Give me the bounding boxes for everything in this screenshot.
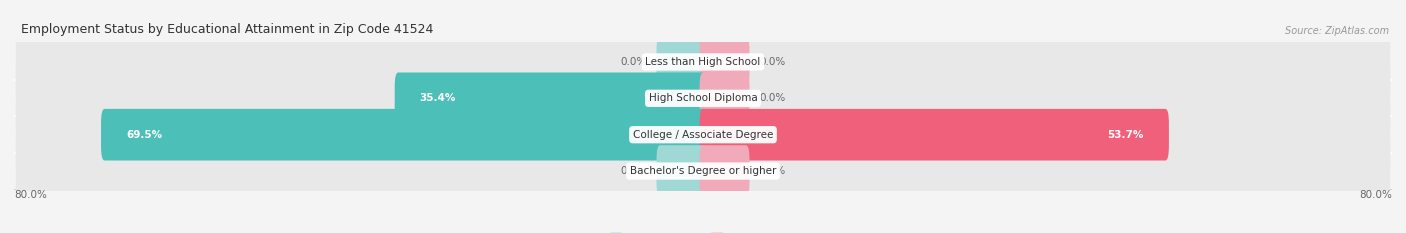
FancyBboxPatch shape: [15, 83, 1391, 186]
Text: College / Associate Degree: College / Associate Degree: [633, 130, 773, 140]
Text: 80.0%: 80.0%: [1360, 190, 1392, 200]
Text: 0.0%: 0.0%: [621, 166, 647, 176]
Text: Less than High School: Less than High School: [645, 57, 761, 67]
FancyBboxPatch shape: [15, 119, 1391, 223]
Text: Bachelor's Degree or higher: Bachelor's Degree or higher: [630, 166, 776, 176]
FancyBboxPatch shape: [15, 10, 1391, 114]
FancyBboxPatch shape: [101, 109, 706, 161]
FancyBboxPatch shape: [657, 36, 706, 88]
Text: High School Diploma: High School Diploma: [648, 93, 758, 103]
Text: 0.0%: 0.0%: [759, 166, 785, 176]
FancyBboxPatch shape: [395, 72, 706, 124]
Text: 0.0%: 0.0%: [759, 93, 785, 103]
FancyBboxPatch shape: [700, 72, 749, 124]
FancyBboxPatch shape: [15, 47, 1391, 150]
Text: 35.4%: 35.4%: [419, 93, 456, 103]
Text: Source: ZipAtlas.com: Source: ZipAtlas.com: [1285, 26, 1389, 36]
FancyBboxPatch shape: [657, 145, 706, 197]
Text: 69.5%: 69.5%: [127, 130, 162, 140]
FancyBboxPatch shape: [700, 145, 749, 197]
Text: 0.0%: 0.0%: [621, 57, 647, 67]
Text: Employment Status by Educational Attainment in Zip Code 41524: Employment Status by Educational Attainm…: [21, 23, 433, 36]
Text: 53.7%: 53.7%: [1108, 130, 1144, 140]
FancyBboxPatch shape: [700, 36, 749, 88]
Text: 80.0%: 80.0%: [14, 190, 46, 200]
Text: 0.0%: 0.0%: [759, 57, 785, 67]
FancyBboxPatch shape: [700, 109, 1168, 161]
